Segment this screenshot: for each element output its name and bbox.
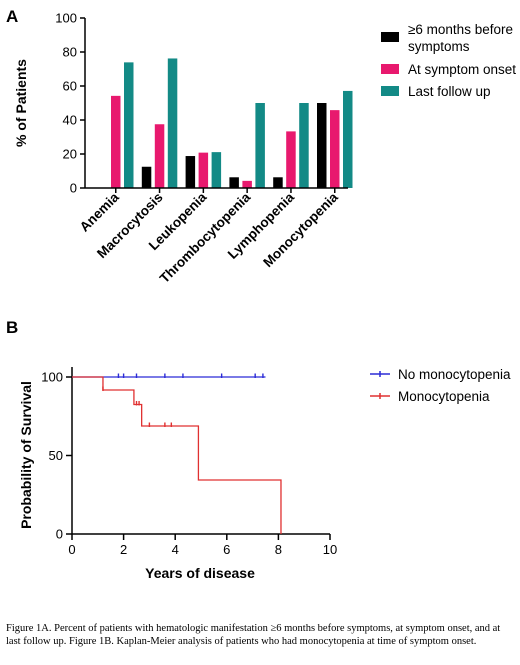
panel-a: A % of Patients 0 20 40 60 80 100 AnemiaMacro… (6, 7, 516, 286)
a-ytick-label: 60 (63, 79, 77, 94)
panel-a-legend: ≥6 months before symptoms At symptom onse… (381, 22, 516, 99)
a-xtick-label: Monocytopenia (260, 189, 341, 270)
b-xtick-label: 6 (223, 542, 230, 557)
bar (317, 103, 327, 188)
legend-label-onset: At symptom onset (408, 62, 516, 77)
panel-a-xticks: AnemiaMacrocytosisLeukopeniaThrombocytop… (77, 188, 341, 286)
bar (198, 152, 209, 188)
a-ytick-label: 80 (63, 45, 77, 60)
bar (211, 152, 222, 188)
bar (255, 103, 265, 188)
figure-caption: Figure 1A. Percent of patients with hema… (6, 623, 501, 647)
bar (273, 177, 283, 188)
bar (124, 62, 134, 189)
bar (229, 177, 239, 188)
a-ytick-label: 100 (55, 11, 77, 26)
bar (242, 180, 252, 188)
legend-label-no-monocytopenia: No monocytopenia (398, 367, 511, 382)
bar (343, 90, 353, 188)
km-curve (72, 376, 282, 534)
b-ytick-label: 50 (49, 448, 63, 463)
legend-swatch-onset (381, 64, 399, 74)
b-xtick-label: 10 (323, 542, 337, 557)
panel-a-ylabel: % of Patients (13, 59, 29, 147)
panel-b-xlabel: Years of disease (145, 565, 255, 581)
panel-a-label: A (6, 7, 18, 26)
bar (141, 166, 152, 188)
b-ytick-label: 0 (56, 527, 63, 542)
legend-label-before: ≥6 months before symptoms (408, 22, 513, 54)
bar (185, 156, 196, 188)
panel-a-yticks: 0 20 40 60 80 100 (55, 11, 85, 196)
panel-b-xticks: 0 2 4 6 8 10 (68, 534, 337, 557)
panel-a-bars (111, 58, 353, 189)
b-ytick-label: 100 (41, 370, 63, 385)
bar (330, 110, 340, 188)
a-ytick-label: 0 (70, 181, 77, 196)
a-ytick-label: 20 (63, 147, 77, 162)
panel-b: B Probability of Survival Years of disea… (6, 318, 511, 581)
legend-label-monocytopenia: Monocytopenia (398, 389, 490, 404)
a-ytick-label: 40 (63, 113, 77, 128)
panel-b-yticks: 0 50 100 (41, 370, 72, 542)
panel-b-label: B (6, 318, 18, 337)
bar (286, 131, 296, 188)
legend-label-followup: Last follow up (408, 84, 491, 99)
legend-swatch-followup (381, 86, 399, 96)
panel-b-legend: No monocytopenia Monocytopenia (370, 367, 511, 404)
b-xtick-label: 2 (120, 542, 127, 557)
bar (167, 58, 178, 189)
panel-b-ylabel: Probability of Survival (18, 381, 34, 529)
b-xtick-label: 8 (275, 542, 282, 557)
bar (299, 103, 309, 188)
b-xtick-label: 0 (68, 542, 75, 557)
bar (111, 95, 121, 188)
panel-b-curves (72, 373, 282, 534)
bar (154, 124, 165, 188)
legend-swatch-before (381, 32, 399, 42)
b-xtick-label: 4 (172, 542, 179, 557)
